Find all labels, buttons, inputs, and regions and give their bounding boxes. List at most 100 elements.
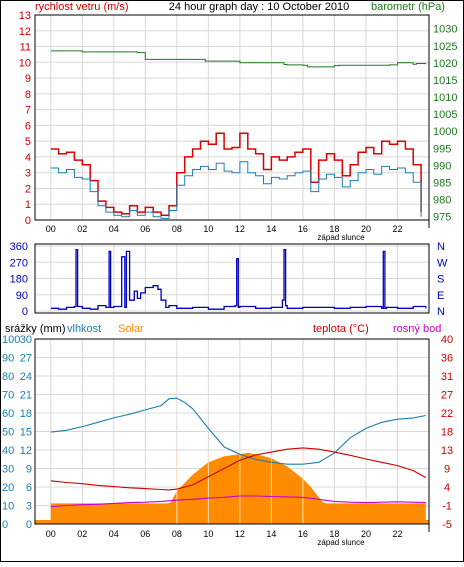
srazky-tick-40: 40 xyxy=(2,445,14,457)
p3-tick-06: 06 xyxy=(140,529,150,539)
pressure-axis-label: barometr (hPa) xyxy=(371,1,445,13)
direction-compass-4: N xyxy=(437,241,445,253)
wind-tick-2: 2 xyxy=(25,183,31,195)
direction-series xyxy=(50,248,427,310)
chart-title: 24 hour graph day : 10 October 2010 xyxy=(169,1,349,13)
direction-tick-270: 270 xyxy=(10,257,28,269)
vlhkost-tick-15: 15 xyxy=(20,427,32,439)
p1-tick-22: 22 xyxy=(392,224,402,234)
pressure-tick-1030: 1030 xyxy=(433,24,457,36)
teplota-tick-31: 31 xyxy=(441,371,453,383)
srazky-tick-100: 100 xyxy=(2,334,20,346)
p1-tick-12: 12 xyxy=(235,224,245,234)
wind-tick-9: 9 xyxy=(25,73,31,85)
direction-grid xyxy=(35,244,429,313)
direction-compass-0: N xyxy=(437,306,445,318)
wind-tick-10: 10 xyxy=(19,57,31,69)
srazky-tick-70: 70 xyxy=(2,390,14,402)
wind-tick-4: 4 xyxy=(25,152,31,164)
vlhkost-tick-27: 27 xyxy=(20,353,32,365)
vlhkost-tick-6: 6 xyxy=(26,482,32,494)
wind-tick-1: 1 xyxy=(25,199,31,211)
wind-tick-11: 11 xyxy=(20,42,31,54)
p3-tick-00: 00 xyxy=(46,529,56,539)
p1-tick-18: 18 xyxy=(329,224,339,234)
wind-tick-5: 5 xyxy=(25,136,31,148)
srazky-tick-80: 80 xyxy=(2,371,14,383)
wind-axis-label: rychlost vetru (m/s) xyxy=(35,1,129,13)
srazky-tick-60: 60 xyxy=(2,408,14,420)
direction-compass-3: W xyxy=(437,257,448,269)
srazky-tick-10: 10 xyxy=(2,501,14,513)
pressure-tick-975: 975 xyxy=(433,212,451,224)
p3-tick-14: 14 xyxy=(266,529,276,539)
wind-tick-0: 0 xyxy=(25,215,31,227)
p1-tick-20: 20 xyxy=(361,224,371,234)
p1-tick-06: 06 xyxy=(140,224,150,234)
p3-tick-18: 18 xyxy=(329,529,339,539)
pressure-tick-1020: 1020 xyxy=(433,58,457,70)
wind-tick-6: 6 xyxy=(25,120,31,132)
p1-tick-08: 08 xyxy=(172,224,182,234)
legend-teplota: teplota (°C) xyxy=(313,323,369,335)
wind-pressure-series xyxy=(50,50,427,219)
pressure-tick-980: 980 xyxy=(433,195,451,207)
pressure-tick-1005: 1005 xyxy=(433,109,457,121)
p3-plot-border xyxy=(34,338,430,525)
teplota-tick-27: 27 xyxy=(441,390,453,402)
p1-plot-border xyxy=(34,14,430,221)
solar-baseline-band xyxy=(35,520,429,524)
legend-rosny-bod: rosný bod xyxy=(393,323,441,335)
p3-tick-10: 10 xyxy=(203,529,213,539)
direction-tick-0: 0 xyxy=(22,306,28,318)
wind-tick-3: 3 xyxy=(25,168,31,180)
srazky-tick-20: 20 xyxy=(2,482,14,494)
legend-srazky: srážky (mm) xyxy=(5,323,66,335)
teplota-tick-36: 36 xyxy=(441,353,453,365)
direction-compass-1: E xyxy=(437,290,444,302)
series-rosny_bod xyxy=(50,495,426,508)
wind-pressure-axes: 0123456789101112139759809859909951000100… xyxy=(19,10,457,228)
p3-tick-22: 22 xyxy=(392,529,402,539)
sunset-label-top: západ slunce xyxy=(317,233,365,242)
series-direction xyxy=(50,248,427,310)
series-pressure xyxy=(50,50,427,68)
pressure-tick-995: 995 xyxy=(433,143,451,155)
series-teplota xyxy=(50,447,427,491)
teplota-tick--1: -1 xyxy=(442,501,452,513)
direction-tick-360: 360 xyxy=(10,241,28,253)
p3-tick-04: 04 xyxy=(109,529,119,539)
pressure-tick-1015: 1015 xyxy=(433,75,457,87)
direction-compass-2: S xyxy=(437,274,444,286)
teplota-tick-40: 40 xyxy=(441,334,453,346)
p1-tick-10: 10 xyxy=(203,224,213,234)
vlhkost-tick-24: 24 xyxy=(20,371,32,383)
legend-solar: Solar xyxy=(118,323,144,335)
direction-tick-90: 90 xyxy=(16,290,28,302)
p3-tick-20: 20 xyxy=(361,529,371,539)
wind-tick-13: 13 xyxy=(19,10,31,22)
teplota-tick-18: 18 xyxy=(441,427,453,439)
vlhkost-tick-12: 12 xyxy=(20,445,32,457)
p1-tick-04: 04 xyxy=(109,224,119,234)
vlhkost-tick-3: 3 xyxy=(26,501,32,513)
vlhkost-tick-18: 18 xyxy=(20,408,32,420)
srazky-tick-30: 30 xyxy=(2,464,14,476)
direction-tick-180: 180 xyxy=(10,274,28,286)
srazky-tick-0: 0 xyxy=(2,519,8,531)
pressure-tick-985: 985 xyxy=(433,177,451,189)
teplota-tick-22: 22 xyxy=(441,408,453,420)
p2-plot-border xyxy=(34,243,430,314)
wind-tick-7: 7 xyxy=(25,105,31,117)
teplota-tick-4: 4 xyxy=(444,482,450,494)
pressure-tick-990: 990 xyxy=(433,160,451,172)
teplota-tick--5: -5 xyxy=(442,519,452,531)
vlhkost-tick-0: 0 xyxy=(26,519,32,531)
vlhkost-tick-30: 30 xyxy=(20,334,32,346)
wind-tick-12: 12 xyxy=(19,26,31,38)
series-gust xyxy=(50,132,422,217)
srazky-tick-90: 90 xyxy=(2,353,14,365)
p3-tick-08: 08 xyxy=(172,529,182,539)
